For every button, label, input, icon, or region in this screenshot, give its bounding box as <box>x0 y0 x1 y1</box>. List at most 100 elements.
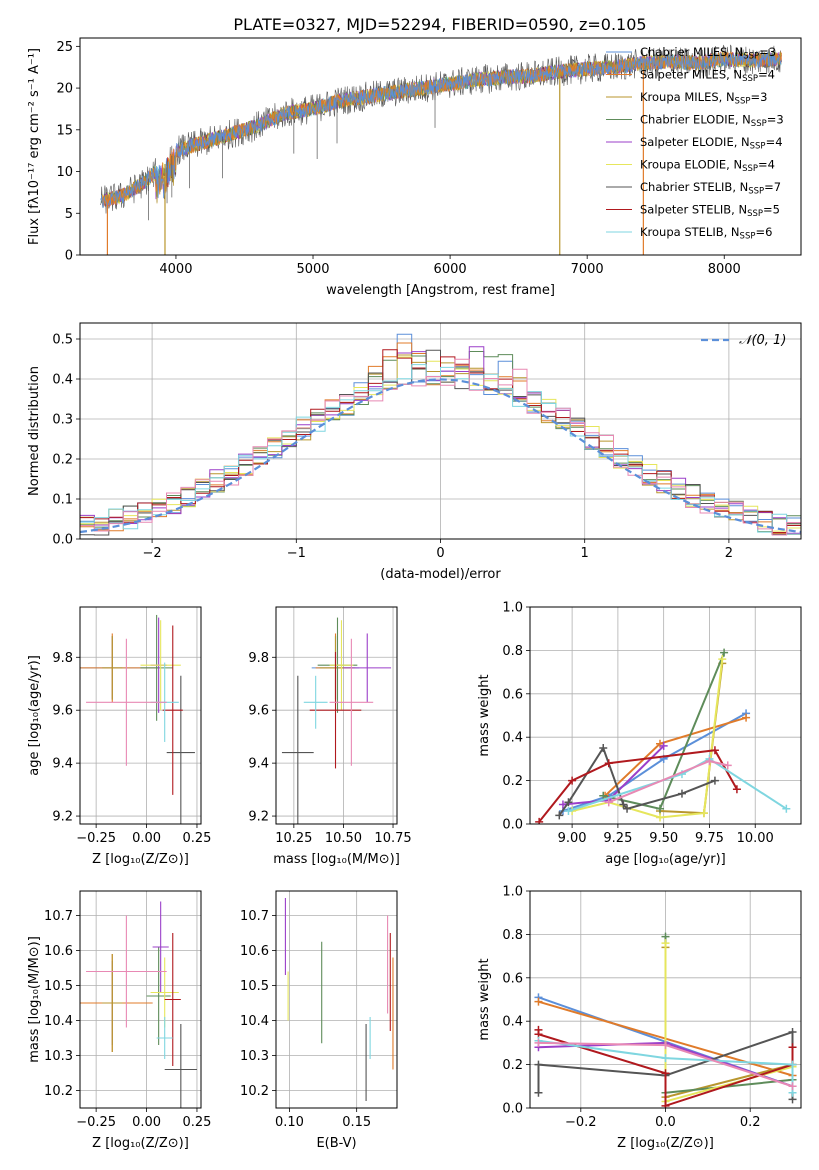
x-axis-label: wavelength [Angstrom, rest frame] <box>326 283 555 298</box>
x-tick-label: −1 <box>287 546 306 561</box>
y-tick-label: 1.0 <box>502 601 523 616</box>
weight-marker <box>568 776 577 785</box>
y-axis-label: age [log₁₀(age/yr)] <box>27 655 42 776</box>
y-tick-label: 0.0 <box>502 818 523 833</box>
weight-marker <box>623 804 632 813</box>
weight-marker <box>788 1082 797 1091</box>
plot-area <box>100 44 782 255</box>
weight-marker <box>656 804 665 813</box>
axes-frame <box>79 890 202 1109</box>
legend-label-tail: =7 <box>764 180 781 194</box>
legend-label-main: Kroupa STELIB, N <box>640 225 740 239</box>
weight-marker <box>661 1101 670 1108</box>
x-tick-label: 6000 <box>434 262 467 277</box>
y-tick-label: 10.2 <box>240 1084 269 1099</box>
y-tick-label: 10.3 <box>240 1049 269 1064</box>
legend-label-main: Chabrier MILES, N <box>640 45 743 59</box>
x-axis-label: age [log₁₀(age/yr)] <box>605 852 726 867</box>
weight-marker <box>788 1043 797 1052</box>
weight-marker <box>535 817 544 824</box>
y-tick-label: 9.2 <box>52 810 73 825</box>
axes-frame <box>79 37 802 256</box>
axes-frame <box>275 890 398 1109</box>
y-tick-label: 10.4 <box>240 1014 269 1029</box>
plot-area <box>534 932 797 1108</box>
y-tick-label: 15 <box>56 123 73 138</box>
y-tick-label: 10 <box>56 165 73 180</box>
plot-area <box>80 901 197 1108</box>
x-tick-label: 9.75 <box>695 831 724 846</box>
legend-label-tail: =3 <box>767 113 784 127</box>
legend-label-main: Chabrier STELIB, N <box>640 180 748 194</box>
weight-marker <box>534 997 543 1006</box>
axes-frame <box>275 606 398 825</box>
y-tick-label: 0.0 <box>52 533 73 548</box>
legend-label: Salpeter ELODIE, NSSP=4 <box>640 135 783 152</box>
x-tick-label: 9.25 <box>603 831 632 846</box>
legend-label-tail: =3 <box>750 90 767 104</box>
legend-label: Kroupa ELODIE, NSSP=4 <box>640 158 775 175</box>
x-tick-label: 0.00 <box>132 831 161 846</box>
weight-marker <box>677 789 686 798</box>
panel-residuals: −2 −1 0 1 2 0.0 0.1 0.2 0.3 0.4 0.5 (data-model)/er… <box>27 322 802 582</box>
weight-marker <box>705 757 714 766</box>
legend-label-sub: SSP <box>748 187 764 197</box>
legend-label-sub: SSP <box>742 74 758 84</box>
weight-marker <box>699 809 708 818</box>
x-tick-label: 0 <box>436 546 444 561</box>
x-axis-label: E(B-V) <box>316 1136 356 1151</box>
legend-label: Chabrier MILES, NSSP=3 <box>640 45 776 62</box>
weight-line <box>562 712 747 812</box>
y-tick-label: 9.2 <box>248 810 269 825</box>
figure-title: PLATE=0327, MJD=52294, FIBERID=0590, z=0… <box>233 15 646 34</box>
y-tick-label: 20 <box>56 82 73 97</box>
x-tick-label: 7000 <box>571 262 604 277</box>
weight-marker <box>718 655 727 664</box>
y-axis-label: Flux [fλ10⁻¹⁷ erg cm⁻² s⁻¹ A⁻¹] <box>27 48 42 245</box>
plot-area <box>535 648 791 824</box>
legend-label-sub: SSP <box>735 97 751 107</box>
y-tick-label: 10.3 <box>44 1049 73 1064</box>
legend-label-main: Salpeter STELIB, N <box>640 203 747 217</box>
legend-label-sub: SSP <box>740 232 756 242</box>
weight-marker <box>534 1060 543 1069</box>
histogram-step <box>80 364 801 535</box>
legend-label-sub: SSP <box>747 209 763 219</box>
y-tick-label: 9.8 <box>52 651 73 666</box>
axes-frame <box>529 890 802 1109</box>
x-tick-label: 8000 <box>708 262 741 277</box>
y-tick-label: 9.8 <box>248 651 269 666</box>
weight-marker <box>661 1054 670 1063</box>
x-tick-label: 10.75 <box>374 831 411 846</box>
legend-label-tail: =4 <box>758 158 775 172</box>
y-tick-label: 0.4 <box>502 1015 523 1030</box>
y-tick-label: 10.5 <box>240 979 269 994</box>
normal-curve <box>80 378 801 534</box>
weight-marker <box>788 1028 797 1037</box>
plot-area <box>281 617 392 824</box>
y-tick-label: 0.1 <box>52 493 73 508</box>
y-tick-label: 0.8 <box>502 644 523 659</box>
weight-marker <box>564 806 573 815</box>
weight-marker <box>782 804 791 813</box>
x-tick-label: 0.10 <box>275 1115 304 1130</box>
panel-mass-vs-EBV: 0.10 0.15 10.2 10.3 10.4 10.5 10.6 10.7 E(B-V) <box>240 890 398 1151</box>
y-tick-label: 0.5 <box>52 333 73 348</box>
weight-marker <box>661 1069 670 1078</box>
legend-label: Salpeter MILES, NSSP=4 <box>640 68 775 85</box>
x-tick-label: 1 <box>581 546 589 561</box>
legend-label: Salpeter STELIB, NSSP=5 <box>640 203 780 220</box>
histogram-step <box>80 358 801 536</box>
y-tick-label: 10.6 <box>44 944 73 959</box>
weight-marker <box>661 939 670 948</box>
legend-label-main: Kroupa ELODIE, N <box>640 158 742 172</box>
y-tick-label: 0.4 <box>52 373 73 388</box>
legend-label-sub: SSP <box>751 119 767 129</box>
weight-marker <box>659 741 668 750</box>
x-axis-label: Z [log₁₀(Z/Z⊙)] <box>92 852 189 867</box>
x-tick-label: 4000 <box>159 262 192 277</box>
weight-marker <box>710 746 719 755</box>
x-tick-label: −0.2 <box>565 1115 597 1130</box>
weight-marker <box>723 761 732 770</box>
